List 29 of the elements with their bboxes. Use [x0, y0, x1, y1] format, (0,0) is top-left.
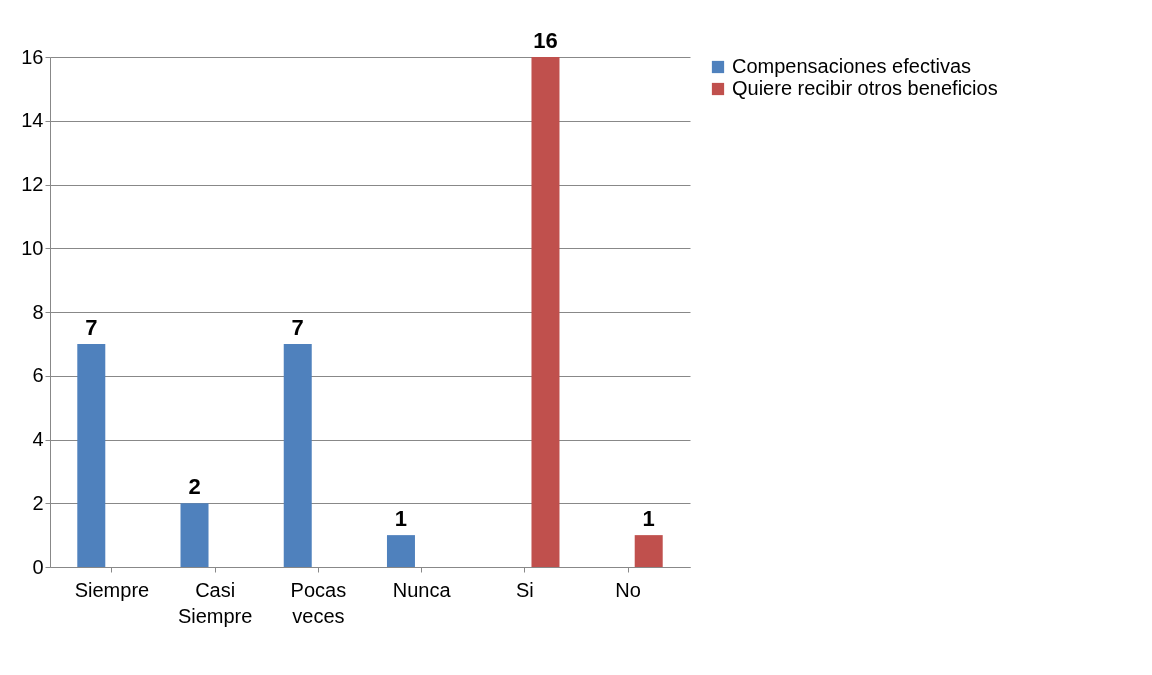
- bar: [283, 343, 312, 567]
- x-tick-label: No: [615, 578, 641, 601]
- bar: [531, 57, 560, 567]
- x-tick-label: Nunca: [392, 578, 452, 601]
- data-label: 7: [85, 314, 98, 340]
- y-tick-label: 6: [32, 364, 44, 387]
- legend-label: Compensaciones efectivas: [732, 55, 972, 77]
- y-tick-label: 2: [32, 491, 44, 514]
- bar: [634, 535, 663, 567]
- x-tick-label: Casi Siempre: [177, 578, 253, 627]
- legend-label: Quiere recibir otros beneficios: [732, 77, 998, 99]
- data-label: 2: [188, 474, 201, 500]
- y-tick-label: 16: [21, 45, 44, 68]
- data-label: 16: [533, 28, 558, 53]
- y-tick-label: 14: [21, 109, 44, 132]
- x-tick-label: Siempre: [74, 578, 150, 601]
- data-label: 1: [394, 506, 408, 532]
- bar: [77, 343, 106, 567]
- x-tick-label: Si: [515, 578, 534, 601]
- y-tick-label: 4: [32, 428, 44, 450]
- y-tick-label: 8: [32, 300, 44, 323]
- y-tick-label: 10: [21, 236, 44, 259]
- y-tick-label: 0: [32, 555, 44, 578]
- data-label: 7: [291, 314, 304, 340]
- data-label: 1: [642, 506, 655, 532]
- bar: [386, 535, 415, 567]
- x-tick-label: Pocas veces: [290, 578, 347, 627]
- bar: [180, 503, 209, 567]
- y-tick-label: 12: [21, 173, 44, 195]
